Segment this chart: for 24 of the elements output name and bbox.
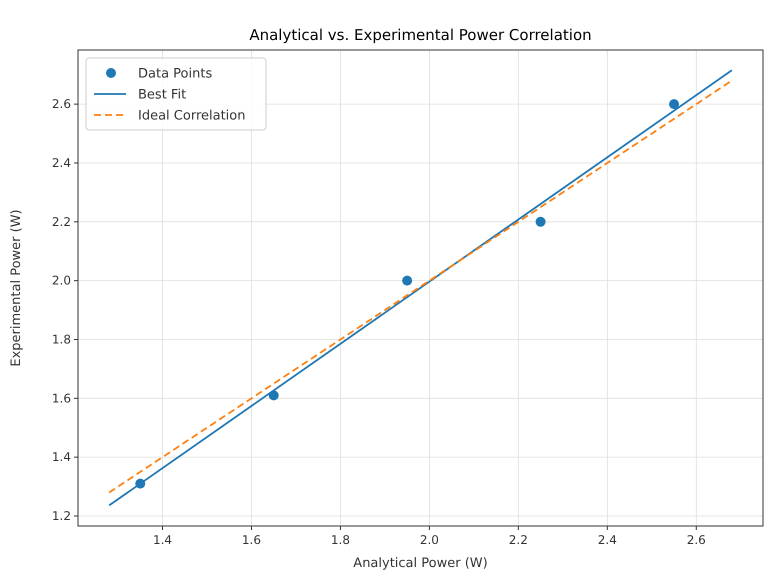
x-tick-label: 2.2	[508, 533, 528, 547]
y-tick-label: 2.0	[52, 274, 71, 288]
legend-label: Ideal Correlation	[138, 108, 246, 124]
x-tick-label: 2.4	[598, 533, 617, 547]
y-tick-label: 1.8	[52, 332, 71, 346]
y-tick-label: 1.6	[52, 391, 71, 406]
point	[536, 216, 546, 227]
y-tick-label: 2.2	[52, 214, 71, 229]
x-tick-label: 1.8	[330, 533, 350, 547]
legend-label: Data Points	[138, 66, 212, 82]
x-tick-label: 2.6	[686, 533, 706, 547]
y-tick-label: 1.2	[52, 508, 71, 523]
y-tick-label: 2.6	[52, 97, 71, 112]
legend-label: Best Fit	[138, 88, 186, 102]
point	[669, 99, 680, 110]
x-tick-label: 1.6	[242, 533, 262, 547]
x-axis-title: Analytical Power (W)	[353, 556, 488, 571]
x-tick-label: 1.4	[152, 533, 172, 547]
point	[402, 276, 412, 286]
y-tick-label: 2.4	[52, 156, 71, 170]
y-tick-label: 1.4	[52, 450, 71, 464]
chart-title: Analytical vs. Experimental Power Correlation	[249, 26, 592, 44]
x-tick-label: 2.0	[420, 533, 439, 547]
y-axis-title: Experimental Power (W)	[9, 209, 24, 367]
